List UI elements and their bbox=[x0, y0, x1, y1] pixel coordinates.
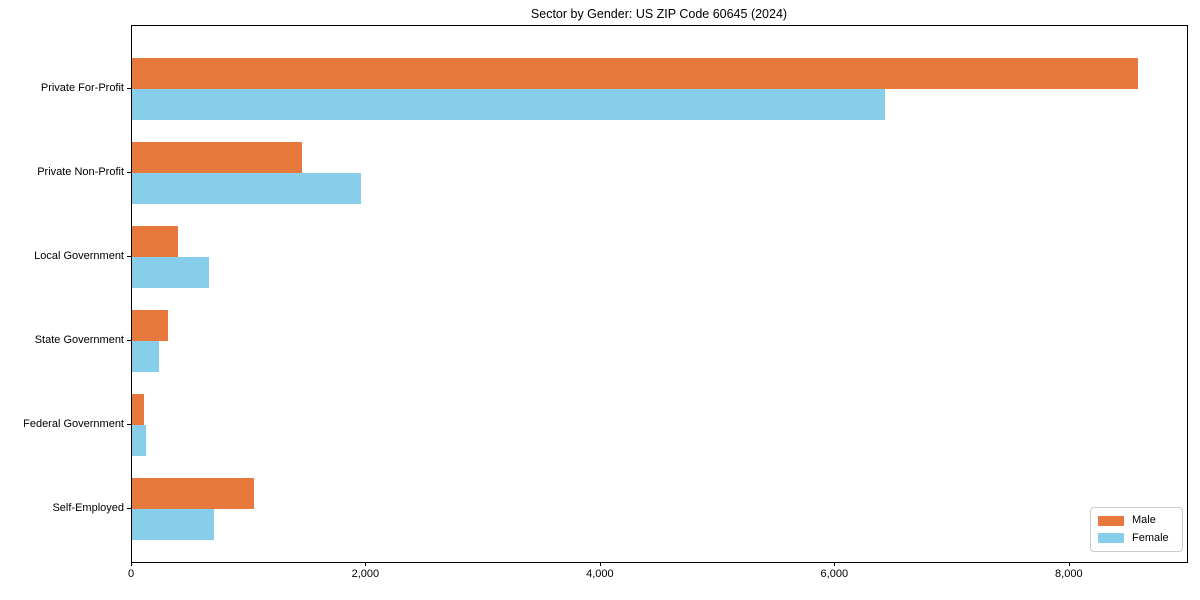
legend-swatch-female bbox=[1098, 533, 1124, 544]
legend-label-female: Female bbox=[1132, 531, 1169, 544]
y-axis-label-private-non-profit: Private Non-Profit bbox=[37, 166, 124, 178]
bar-male-state-government bbox=[132, 310, 169, 341]
y-axis-label-federal-government: Federal Government bbox=[23, 418, 124, 430]
bar-female-state-government bbox=[132, 341, 159, 372]
y-axis-label-state-government: State Government bbox=[34, 334, 124, 346]
bar-male-private-for-profit bbox=[132, 58, 1138, 89]
y-axis-label-private-for-profit: Private For-Profit bbox=[40, 82, 124, 94]
bar-male-private-non-profit bbox=[132, 142, 302, 173]
plot-area bbox=[131, 25, 1188, 563]
x-tick-label-0: 0 bbox=[127, 568, 135, 580]
x-tick-label-8000: 8,000 bbox=[1055, 568, 1083, 580]
bar-female-private-for-profit bbox=[132, 89, 885, 120]
bar-male-federal-government bbox=[132, 394, 144, 425]
x-tick-label-4000: 4,000 bbox=[586, 568, 614, 580]
x-tick-label-2000: 2,000 bbox=[351, 568, 380, 580]
chart-title: Sector by Gender: US ZIP Code 60645 (202… bbox=[530, 7, 788, 21]
y-axis-label-self-employed: Self-Employed bbox=[52, 502, 124, 514]
bar-male-self-employed bbox=[132, 478, 254, 509]
bar-female-local-government bbox=[132, 257, 210, 288]
x-tick-label-6000: 6,000 bbox=[820, 568, 849, 580]
bar-male-local-government bbox=[132, 226, 178, 257]
y-axis-label-local-government: Local Government bbox=[34, 250, 124, 262]
legend-label-male: Male bbox=[1132, 514, 1156, 527]
legend-swatch-male bbox=[1098, 515, 1124, 526]
bar-female-federal-government bbox=[132, 425, 147, 456]
legend-item-male: Male bbox=[1098, 514, 1175, 527]
bar-female-private-non-profit bbox=[132, 173, 361, 204]
legend: Male Female bbox=[1090, 507, 1183, 552]
bar-female-self-employed bbox=[132, 509, 214, 540]
legend-item-female: Female bbox=[1098, 532, 1175, 545]
